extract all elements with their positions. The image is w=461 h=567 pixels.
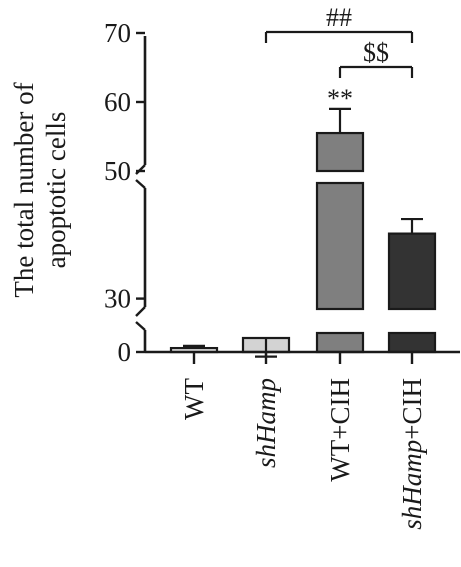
y-axis-title-line: apoptotic cells <box>41 112 71 269</box>
x-tick-label-part: WT+CIH <box>325 378 355 482</box>
x-tick-label-part: shHamp <box>251 378 281 468</box>
axis-break-mark <box>135 179 146 189</box>
y-tick-label: 50 <box>104 156 131 186</box>
bar-wt-cih <box>315 331 365 354</box>
x-tick-label: shHamp+CIH <box>397 378 427 530</box>
x-tick-label: shHamp <box>251 378 281 468</box>
x-tick-label-part: +CIH <box>397 378 427 440</box>
x-tick-label: WT+CIH <box>325 378 355 482</box>
x-tick-label-part: shHamp <box>397 440 427 530</box>
significance-label: ** <box>327 84 353 113</box>
bar-wt-cih <box>315 131 365 173</box>
axis-break-mark <box>135 306 146 317</box>
y-tick-label: 0 <box>118 337 132 367</box>
axis-break-mark <box>135 164 146 175</box>
significance-label: $$ <box>363 38 389 67</box>
y-tick-label: 60 <box>104 87 131 117</box>
y-axis-title-line: The total number of <box>9 82 39 297</box>
x-tick-label-part: WT <box>179 378 209 420</box>
x-tick-label: WT <box>179 378 209 420</box>
y-axis-title: The total number ofapoptotic cells <box>9 82 71 297</box>
bar-shhamp-cih <box>387 331 437 354</box>
y-tick-label: 70 <box>104 18 131 48</box>
bar-wt-cih <box>315 181 365 311</box>
significance-label: ## <box>326 3 352 32</box>
bar-shhamp-cih <box>387 232 437 311</box>
axis-break-mark <box>135 321 146 331</box>
y-tick-label: 30 <box>104 284 131 314</box>
